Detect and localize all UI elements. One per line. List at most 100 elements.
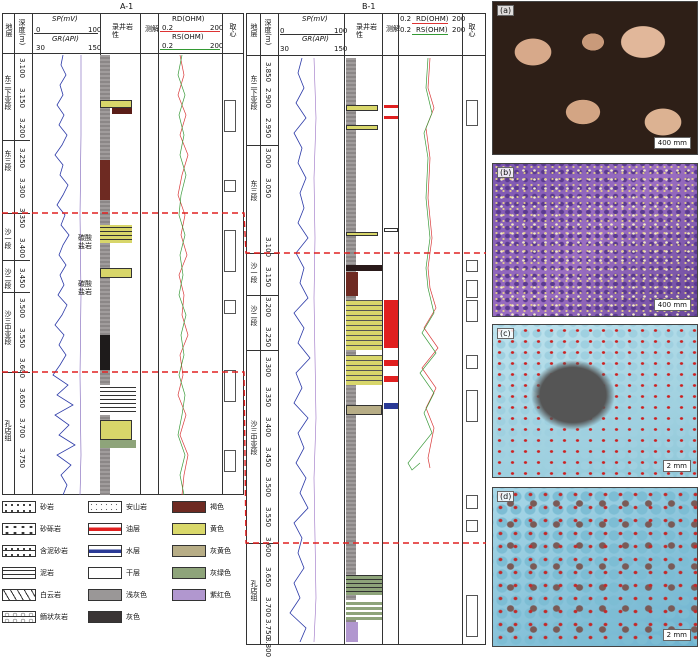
depth-tick: 3.800 xyxy=(264,637,272,657)
legend-swatch-sandstone xyxy=(2,501,36,513)
interp-header: 测解 xyxy=(145,25,159,33)
sp-min: 0 xyxy=(280,27,285,35)
well-b-col-lines xyxy=(246,13,486,645)
legend-label: 褐色 xyxy=(210,503,224,511)
well-b-stratum: 东三段 xyxy=(250,180,258,201)
well-a-panel xyxy=(2,13,244,495)
well-a-stratum: 东二下亚段 xyxy=(4,75,12,110)
sp-header: SP(mV) xyxy=(52,15,78,23)
depth-tick: 3.550 xyxy=(18,328,26,349)
depth-tick: 3.400 xyxy=(18,238,26,259)
well-b-depth-axis: 3.850 2.900 2.950 3.000 3.050 3.100 3.15… xyxy=(264,62,278,657)
rs-max: 200 xyxy=(210,42,224,50)
depth-tick: 3.400 xyxy=(264,417,272,438)
legend-swatch-oolitic-limestone xyxy=(2,611,36,623)
well-a-stratum: 沙一段 xyxy=(4,228,12,249)
photomicrograph-a: (a) 400 mm xyxy=(492,1,698,155)
well-a-stratum: 东三段 xyxy=(4,150,12,171)
gr-min: 30 xyxy=(280,45,289,53)
well-b-stratum: 沙二段 xyxy=(250,305,258,326)
depth-tick: 2.900 xyxy=(264,88,272,109)
well-a-resistivity xyxy=(177,55,189,495)
depth-tick: 3.650 xyxy=(264,567,272,588)
well-a-gr-curve xyxy=(52,55,76,495)
rd-header: RD(OHM) xyxy=(172,15,205,23)
rd-min: 0.2 xyxy=(400,15,412,23)
legend-swatch-brown xyxy=(172,501,206,513)
depth-tick: 3.300 xyxy=(264,357,272,378)
legend-swatch-dolomite xyxy=(2,589,36,601)
depth-tick: 3.150 xyxy=(18,88,26,109)
sp-min: 0 xyxy=(36,26,41,34)
well-a-header: 地层 深度(m) SP(mV) 0 100 GR(API) 30 150 录井岩… xyxy=(2,13,244,54)
depth-tick: 3.100 xyxy=(264,237,272,258)
legend-swatch-andesite xyxy=(88,501,122,513)
legend: 砂岩 安山岩 褐色 砂砾岩 油层 黄色 含泥砂岩 水层 灰黄色 泥岩 干层 灰绿… xyxy=(2,497,244,647)
rd-min: 0.2 xyxy=(162,24,174,32)
legend-swatch-mudstone xyxy=(2,567,36,579)
well-a-sp-curve xyxy=(79,55,82,495)
legend-label: 安山岩 xyxy=(126,503,147,511)
litho-header: 录井岩性 xyxy=(112,23,133,39)
depth-tick: 2.950 xyxy=(264,118,272,139)
depth-tick: 3.750 xyxy=(264,619,272,640)
legend-swatch-light-grey xyxy=(88,589,122,601)
depth-tick: 3.600 xyxy=(18,358,26,379)
oil-zone xyxy=(384,376,398,382)
legend-label: 泥岩 xyxy=(40,569,54,577)
well-b-title: B-1 xyxy=(362,2,376,11)
rs-header: RS(OHM) xyxy=(416,26,448,34)
depth-tick: 3.450 xyxy=(18,268,26,289)
legend-label: 鲕状灰岩 xyxy=(40,613,68,621)
photo-label: (d) xyxy=(497,491,515,502)
oil-zone xyxy=(384,116,398,119)
well-a-stratum: 孔店组 xyxy=(4,420,12,441)
oil-zone xyxy=(384,360,398,366)
well-b-stratum: 沙一段 xyxy=(250,262,258,283)
legend-label: 灰绿色 xyxy=(210,569,231,577)
legend-label: 油层 xyxy=(126,525,140,533)
core-header: 取心 xyxy=(229,23,237,37)
well-b-stratum: 沙三中亚段 xyxy=(250,420,258,455)
rd-max: 200 xyxy=(210,24,224,32)
gr-max: 150 xyxy=(88,44,102,52)
depth-tick: 3.500 xyxy=(18,298,26,319)
photomicrograph-d: (d) 2 mm xyxy=(492,487,698,647)
rs-header: RS(OHM) xyxy=(172,33,204,41)
legend-swatch-water xyxy=(88,545,122,557)
photo-scale-bar: 400 mm xyxy=(653,299,691,311)
legend-label: 干层 xyxy=(126,569,140,577)
well-a-note: 碳酸盐岩 xyxy=(78,234,92,250)
well-a-stratum: 沙三中亚段 xyxy=(4,310,12,345)
depth-tick: 3.200 xyxy=(18,118,26,139)
legend-label: 灰黄色 xyxy=(210,547,231,555)
depth-tick: 3.300 xyxy=(18,178,26,199)
well-b-sp-curve xyxy=(313,58,317,642)
photo-label: (c) xyxy=(497,328,514,339)
dry-zone xyxy=(384,228,398,232)
legend-label: 砂岩 xyxy=(40,503,54,511)
sp-max: 100 xyxy=(88,26,102,34)
depth-tick: 3.500 xyxy=(264,477,272,498)
legend-label: 黄色 xyxy=(210,525,224,533)
strata-header: 地层 xyxy=(250,23,258,37)
depth-tick: 3.250 xyxy=(264,327,272,348)
rd-header: RD(OHM) xyxy=(416,15,449,23)
depth-header: 深度(m) xyxy=(18,19,26,46)
oil-zone xyxy=(384,105,398,108)
well-b-core-marks xyxy=(466,100,480,640)
depth-tick: 3.350 xyxy=(18,208,26,229)
photo-label: (b) xyxy=(497,167,515,178)
depth-tick: 3.200 xyxy=(264,297,272,318)
legend-swatch-yellow xyxy=(172,523,206,535)
correlation-line-upper xyxy=(2,212,486,254)
rs-max: 200 xyxy=(452,26,466,34)
photo-scale-bar: 400 mm xyxy=(653,137,691,149)
legend-swatch-dry xyxy=(88,567,122,579)
legend-swatch-conglomerate xyxy=(2,523,36,535)
interp-header: 测解 xyxy=(386,25,400,33)
well-a-log-curves xyxy=(52,55,82,495)
well-a-core-marks xyxy=(224,100,238,472)
correlation-line-lower xyxy=(2,371,486,544)
legend-swatch-purple-red xyxy=(172,589,206,601)
